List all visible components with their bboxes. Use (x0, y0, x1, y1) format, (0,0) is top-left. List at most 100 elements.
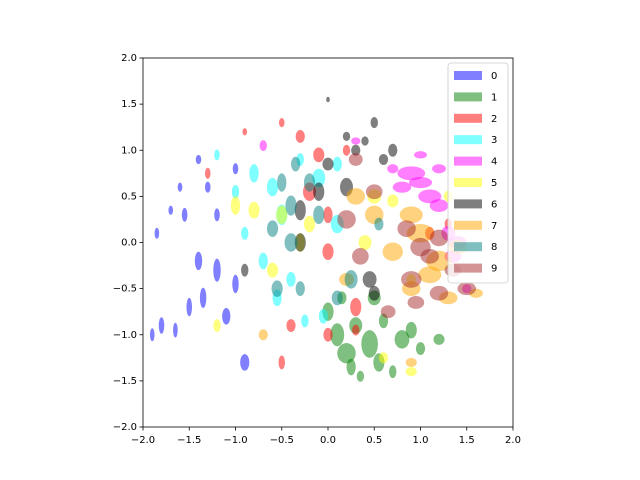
ellipse-point (291, 156, 301, 172)
ellipse-point (429, 285, 449, 301)
ellipse-point (346, 358, 356, 376)
ellipse-point (312, 168, 326, 188)
x-tick-label: −1.5 (177, 435, 201, 446)
ellipse-point (303, 173, 316, 192)
legend-label: 5 (491, 178, 497, 189)
legend-swatch (454, 220, 482, 230)
ellipse-point (213, 258, 221, 282)
legend-swatch (454, 178, 482, 187)
ellipse-point (284, 233, 298, 252)
ellipse-point (313, 147, 325, 163)
legend-label: 3 (491, 135, 497, 146)
ellipse-point (415, 342, 426, 356)
ellipse-point (181, 207, 188, 222)
ellipse-point (204, 181, 211, 193)
ellipse-point (295, 129, 305, 143)
ellipse-point (286, 272, 296, 287)
ellipse-point (322, 243, 334, 261)
ellipse-point (380, 305, 396, 319)
legend-swatch (454, 135, 482, 145)
ellipse-point (322, 157, 334, 171)
ellipse-point (248, 201, 260, 219)
ellipse-point (397, 166, 426, 181)
y-tick-label: 0.0 (121, 238, 137, 249)
ellipse-point (378, 153, 389, 166)
legend-swatch (454, 242, 482, 252)
legend-swatch (454, 113, 482, 123)
ellipse-point (301, 314, 309, 328)
y-tick-label: 2.0 (121, 53, 137, 64)
ellipse-point (259, 140, 267, 152)
y-tick-label: −1.5 (113, 376, 137, 387)
ellipse-point (214, 149, 220, 161)
legend-swatch (454, 263, 482, 273)
legend-label: 6 (491, 199, 497, 210)
x-tick-label: −2.0 (131, 435, 155, 446)
legend-label: 4 (491, 157, 497, 168)
ellipse-point (370, 117, 378, 129)
ellipse-point (276, 205, 288, 225)
x-tick-label: 1.0 (413, 435, 429, 446)
ellipse-point (365, 184, 383, 200)
ellipse-point (374, 217, 384, 231)
x-tick-label: 0.0 (320, 435, 336, 446)
legend-swatch (454, 71, 482, 80)
ellipse-point (405, 321, 417, 339)
plot-area (149, 96, 483, 382)
ellipse-point (154, 227, 160, 239)
ellipse-point (429, 199, 449, 213)
ellipse-point (222, 307, 231, 325)
ellipse-point (351, 137, 361, 145)
ellipse-point (214, 208, 220, 222)
ellipse-point (352, 324, 360, 336)
ellipse-point (241, 226, 249, 240)
ellipse-point (313, 182, 325, 201)
ellipse-point (401, 271, 422, 288)
ellipse-point (429, 229, 449, 247)
legend-label: 1 (491, 92, 497, 103)
x-tick-label: 0.5 (366, 435, 382, 446)
y-tick-label: 0.5 (121, 191, 137, 202)
ellipse-point (388, 143, 398, 157)
legend-label: 2 (491, 114, 497, 125)
ellipse-point (278, 355, 285, 370)
ellipse-point (394, 330, 410, 349)
ellipse-point (405, 367, 417, 377)
y-tick-label: −0.5 (113, 284, 137, 295)
ellipse-point (351, 144, 361, 156)
ellipse-point (313, 205, 325, 225)
ellipse-point (204, 167, 211, 179)
ellipse-point (405, 357, 417, 368)
legend-swatch (454, 156, 482, 166)
ellipse-point (387, 164, 399, 174)
ellipse-point (420, 248, 439, 264)
legend-label: 7 (491, 221, 497, 232)
ellipse-point (330, 323, 345, 347)
ellipse-point (168, 205, 174, 215)
ellipse-point (356, 370, 365, 382)
ellipse-point (241, 263, 249, 277)
ellipse-point (378, 352, 389, 364)
x-tick-label: −1.0 (223, 435, 247, 446)
ellipse-point (392, 181, 412, 193)
ellipse-point (323, 206, 333, 224)
ellipse-point (352, 248, 369, 265)
ellipse-point (408, 177, 433, 189)
ellipse-point (432, 164, 446, 174)
ellipse-point (418, 266, 442, 284)
ellipse-point (326, 96, 330, 103)
ellipse-point (342, 131, 351, 142)
x-tick-label: −0.5 (270, 435, 294, 446)
ellipse-point (242, 128, 248, 136)
ellipse-point (358, 235, 372, 250)
ellipse-point (303, 215, 316, 233)
ellipse-point (295, 281, 305, 297)
ellipse-point (177, 182, 183, 192)
ellipse-point (389, 365, 397, 379)
ellipse-point (337, 210, 356, 229)
ellipse-point (414, 151, 427, 159)
ellipse-point (199, 287, 207, 308)
legend-label: 0 (491, 71, 497, 82)
ellipse-point (266, 220, 279, 237)
